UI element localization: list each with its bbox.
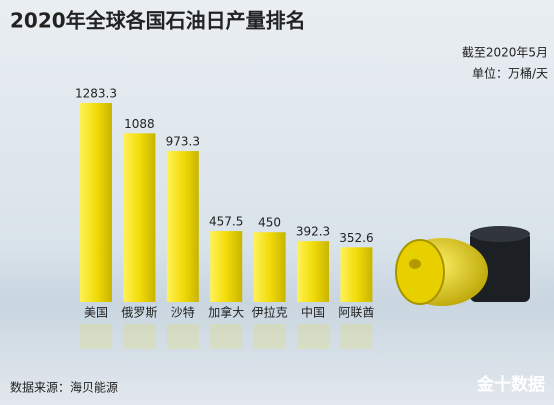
bar-reflection bbox=[166, 324, 199, 349]
bar bbox=[340, 247, 373, 302]
bar bbox=[297, 241, 329, 302]
value-label: 392.3 bbox=[296, 225, 330, 239]
logo: 金十数据 bbox=[476, 374, 545, 395]
note: 单位：万桶/天 bbox=[472, 66, 548, 81]
source: 数据来源：海贝能源 bbox=[10, 380, 118, 395]
note: 截至2020年5月 bbox=[462, 46, 548, 60]
bar-reflection bbox=[80, 324, 112, 349]
value-label: 1088 bbox=[124, 117, 155, 131]
value-label: 352.6 bbox=[339, 231, 373, 245]
bar-reflection bbox=[123, 324, 156, 349]
bar-reflection bbox=[340, 324, 373, 349]
bar bbox=[253, 232, 286, 302]
barrels-decoration bbox=[395, 226, 530, 306]
chart-title: 2020年全球各国石油日产量排名 bbox=[10, 9, 306, 33]
bar-reflection bbox=[297, 324, 329, 349]
bar bbox=[80, 103, 112, 302]
x-tick-label: 阿联酋 bbox=[338, 305, 374, 320]
bar bbox=[123, 133, 156, 302]
value-label: 1283.3 bbox=[75, 87, 117, 101]
value-label: 457.5 bbox=[209, 215, 243, 229]
x-tick-label: 沙特 bbox=[171, 305, 195, 320]
bar bbox=[166, 151, 199, 302]
x-tick-label: 中国 bbox=[301, 305, 325, 320]
bar bbox=[210, 231, 243, 302]
bar-reflection bbox=[253, 324, 286, 349]
x-tick-label: 伊拉克 bbox=[252, 305, 288, 320]
value-label: 450 bbox=[258, 216, 281, 230]
x-tick-label: 加拿大 bbox=[208, 305, 244, 320]
x-tick-label: 俄罗斯 bbox=[121, 306, 157, 320]
bar-reflection bbox=[210, 324, 243, 349]
value-label: 973.3 bbox=[166, 135, 200, 149]
x-tick-label: 美国 bbox=[84, 306, 108, 320]
